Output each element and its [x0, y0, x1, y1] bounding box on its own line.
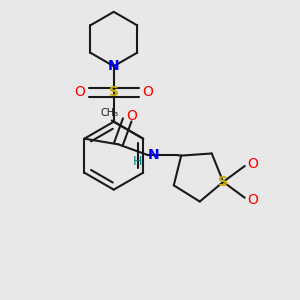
Text: O: O — [74, 85, 85, 99]
Text: CH₃: CH₃ — [100, 108, 118, 118]
Text: O: O — [126, 110, 137, 124]
Text: O: O — [247, 193, 258, 207]
Text: O: O — [142, 85, 153, 99]
Text: S: S — [218, 175, 228, 189]
Text: H: H — [133, 155, 142, 169]
Text: S: S — [109, 85, 119, 99]
Text: N: N — [108, 59, 120, 73]
Text: N: N — [148, 148, 160, 162]
Text: O: O — [247, 157, 258, 171]
